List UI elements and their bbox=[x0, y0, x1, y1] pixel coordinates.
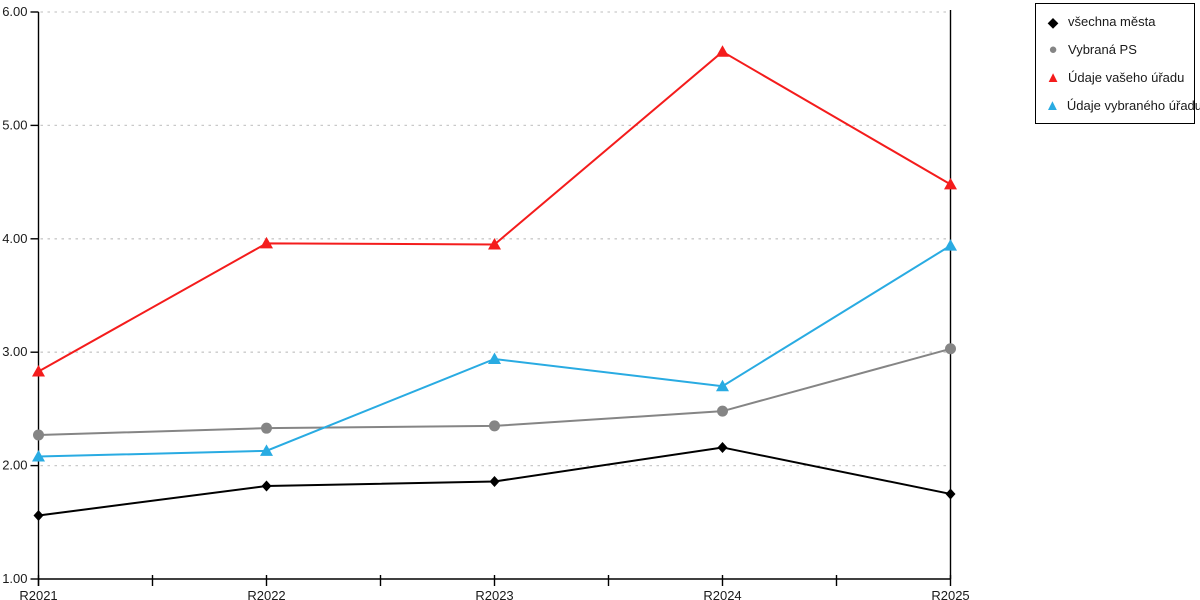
diamond-icon: ◆ bbox=[1047, 13, 1059, 30]
data-point-marker bbox=[945, 488, 956, 500]
legend-item-3: ▲ Údaje vybraného úřadu bbox=[1045, 92, 1200, 118]
y-tick-label: 3.00 bbox=[2, 344, 27, 359]
legend-label: Údaje vybraného úřadu bbox=[1066, 97, 1200, 113]
x-tick-label: R2023 bbox=[475, 588, 513, 600]
legend-label: Vybraná PS bbox=[1068, 42, 1137, 58]
data-point-marker bbox=[33, 429, 44, 441]
circle-icon: ● bbox=[1048, 41, 1058, 59]
data-point-marker bbox=[488, 352, 501, 365]
y-tick-label: 2.00 bbox=[2, 458, 27, 473]
series-3 bbox=[32, 239, 957, 462]
data-point-marker bbox=[488, 237, 501, 250]
data-point-marker bbox=[945, 343, 956, 355]
data-point-marker bbox=[944, 239, 957, 251]
legend-item-1: ● Vybraná PS bbox=[1045, 37, 1194, 63]
series-line bbox=[38, 50, 952, 373]
data-point-marker bbox=[261, 480, 272, 492]
y-tick-label: 5.00 bbox=[2, 117, 27, 132]
y-tick-label: 4.00 bbox=[2, 231, 27, 246]
data-point-marker bbox=[717, 441, 728, 453]
data-point-marker bbox=[489, 475, 500, 487]
data-point-marker bbox=[32, 364, 45, 377]
data-point-marker bbox=[944, 177, 957, 190]
x-tick-label: R2022 bbox=[247, 588, 285, 600]
triangle-icon: ▲ bbox=[1045, 68, 1061, 86]
data-point-marker bbox=[261, 422, 272, 434]
data-point-marker bbox=[716, 45, 729, 57]
data-point-marker bbox=[716, 379, 729, 392]
x-tick-label: R2024 bbox=[703, 588, 741, 600]
y-tick-label: 1.00 bbox=[2, 571, 27, 586]
y-tick-label: 6.00 bbox=[2, 4, 27, 19]
legend-item-0: ◆ všechna města bbox=[1045, 9, 1194, 35]
data-point-marker bbox=[489, 420, 500, 432]
legend-item-2: ▲ Údaje vašeho úřadu bbox=[1045, 64, 1194, 90]
legend-label: Údaje vašeho úřadu bbox=[1068, 69, 1185, 85]
data-point-marker bbox=[32, 450, 45, 462]
x-tick-label: R2025 bbox=[931, 588, 969, 600]
series-1 bbox=[33, 343, 956, 441]
data-point-marker bbox=[717, 405, 728, 417]
series-2 bbox=[32, 45, 957, 377]
series-0 bbox=[33, 441, 956, 521]
legend: ◆ všechna města ● Vybraná PS ▲ Údaje vašeho ú… bbox=[1035, 3, 1200, 124]
triangle-icon: ▲ bbox=[1045, 96, 1060, 114]
data-point-marker bbox=[260, 236, 273, 249]
data-point-marker bbox=[260, 444, 273, 456]
legend-label: všechna města bbox=[1068, 14, 1156, 30]
x-tick-label: R2021 bbox=[19, 588, 57, 600]
data-point-marker bbox=[33, 509, 44, 521]
